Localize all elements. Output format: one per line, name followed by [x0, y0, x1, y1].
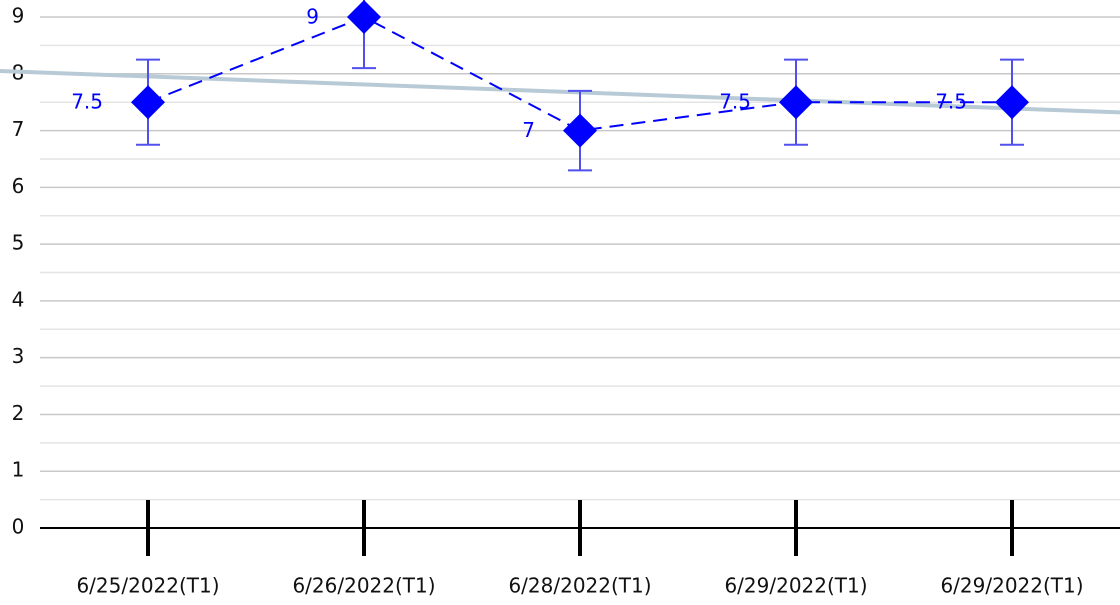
data-label: 7.5 [935, 90, 967, 114]
x-tick-label: 6/28/2022(T1) [508, 574, 651, 598]
trendline [0, 68, 1120, 115]
y-tick-label: 0 [12, 515, 25, 539]
x-tick-label: 6/29/2022(T1) [724, 574, 867, 598]
y-tick-label: 9 [12, 4, 25, 28]
data-label: 9 [306, 5, 319, 29]
x-tick-label: 6/29/2022(T1) [940, 574, 1083, 598]
point [995, 85, 1029, 120]
y-tick-label: 7 [12, 117, 25, 141]
data-label: 7 [522, 118, 535, 142]
series-line [147, 15, 1012, 132]
point [131, 85, 165, 120]
y-tick-label: 5 [12, 231, 25, 255]
data-label: 7.5 [719, 90, 751, 114]
y-tick-label: 4 [12, 287, 25, 311]
point [347, 0, 381, 35]
x-tick-label: 6/25/2022(T1) [76, 574, 219, 598]
point [779, 85, 813, 120]
y-tick-label: 1 [12, 458, 25, 482]
y-tick-label: 3 [12, 344, 25, 368]
y-tick-label: 2 [12, 401, 25, 425]
data-label: 7.5 [71, 90, 103, 114]
y-tick-label: 6 [12, 174, 25, 198]
x-tick-label: 6/26/2022(T1) [292, 574, 435, 598]
point [563, 113, 597, 148]
